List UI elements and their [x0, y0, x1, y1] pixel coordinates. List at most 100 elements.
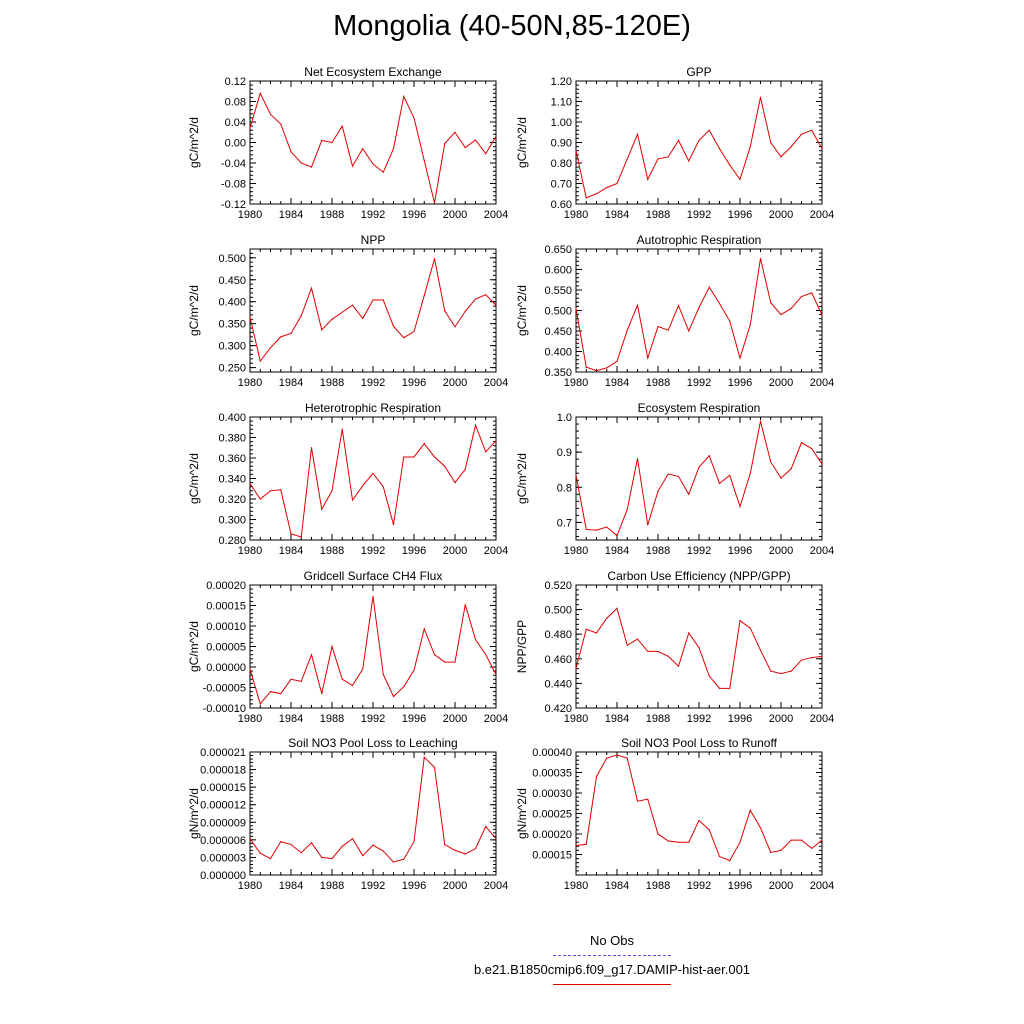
- panel-3-point: [464, 310, 466, 312]
- panel-10-series-line: [575, 754, 823, 862]
- panel-4-point: [626, 329, 628, 331]
- panel-1-point: [413, 117, 415, 119]
- panel-1-point: [474, 139, 477, 141]
- panel-6-xtick-label: 1980: [564, 545, 588, 557]
- panel-8-point: [811, 656, 813, 659]
- panel-1-xtick-label: 2000: [443, 209, 467, 221]
- panel-1-point: [259, 92, 261, 94]
- panel-3-point: [474, 298, 477, 300]
- panel-5-series-line: [249, 423, 497, 538]
- panel-2-point: [647, 178, 649, 180]
- panel-2-ytick-label: 0.80: [551, 158, 572, 170]
- panel-3-point: [392, 325, 395, 327]
- panel-6-point: [585, 528, 587, 531]
- panel-1-point: [495, 135, 497, 137]
- panel-1-ytick-label: 0.00: [225, 138, 246, 150]
- panel-5-frame: [249, 416, 497, 541]
- panel-10-xtick-label: 1984: [605, 880, 629, 892]
- panel-9-ylabel: gN/m^2/d: [187, 788, 201, 839]
- panel-7-ytick-label: -0.00005: [203, 683, 246, 695]
- panel-5-point: [331, 490, 333, 492]
- panel-5-point: [382, 486, 384, 488]
- panel-6-point: [770, 461, 772, 463]
- panel-1-ytick-label: 0.04: [225, 117, 246, 129]
- panel-1-point: [392, 148, 395, 150]
- panel-9-point: [382, 850, 384, 852]
- panel-8-xtick-label: 1980: [564, 713, 588, 725]
- panel-10-title: Soil NO3 Pool Loss to Runoff: [621, 736, 778, 750]
- panel-6-point: [657, 490, 659, 492]
- panel-3-point: [321, 329, 323, 331]
- panel-7-point: [362, 668, 364, 670]
- panel-2-ylabel: gC/m^2/d: [515, 117, 529, 168]
- panel-10-point: [657, 833, 659, 835]
- panel-6-point: [595, 529, 598, 531]
- panel-9-point: [474, 848, 477, 850]
- panel-1-point: [269, 113, 272, 115]
- panel-4-point: [821, 314, 823, 316]
- panel-6-point: [647, 524, 649, 526]
- panel-7-point: [341, 678, 343, 680]
- panel-10-ytick-label: 0.00020: [532, 829, 572, 841]
- panel-8-xtick-label: 1992: [687, 713, 711, 725]
- panel-10-point: [811, 847, 813, 849]
- panel-2-point: [688, 160, 690, 162]
- panel-4-xtick-label: 2004: [810, 377, 834, 389]
- panel-8-point: [595, 632, 598, 634]
- panel-8-ylabel: NPP/GPP: [515, 620, 529, 673]
- panel-4-point: [780, 314, 782, 316]
- panel-8-xtick-label: 2004: [810, 713, 834, 725]
- panel-8-point: [606, 617, 608, 619]
- panel-8-xtick-label: 1996: [728, 713, 752, 725]
- panel-9-xtick-label: 1988: [320, 880, 344, 892]
- panel-9-point: [321, 856, 323, 859]
- panel-2-ytick-label: 1.10: [551, 97, 572, 109]
- panel-8-point: [800, 659, 803, 661]
- panel-2-point: [749, 146, 751, 148]
- panel-2-point: [790, 146, 792, 148]
- panel-5-ytick-label: 0.300: [218, 515, 246, 527]
- panel-4-point: [585, 366, 587, 368]
- panel-10-xtick-label: 1988: [646, 880, 670, 892]
- panel-4-point: [790, 307, 792, 310]
- panel-4-point: [759, 257, 762, 260]
- panel-4-ylabel: gC/m^2/d: [515, 285, 529, 336]
- panel-8-point: [677, 665, 680, 667]
- panel-2-xtick-label: 1988: [646, 209, 670, 221]
- panel-9-xtick-label: 1984: [279, 880, 303, 892]
- panel-3-point: [413, 330, 415, 333]
- panel-5-point: [341, 428, 343, 430]
- panel-7-point: [413, 669, 415, 671]
- panel-5-xtick-label: 1992: [361, 545, 385, 557]
- panel-7-xtick-label: 2000: [443, 713, 467, 725]
- panel-1-point: [280, 123, 282, 125]
- panel-2-xtick-label: 1996: [728, 209, 752, 221]
- panel-3-ytick-label: 0.400: [218, 297, 246, 309]
- panel-8-ytick-label: 0.500: [544, 605, 572, 617]
- panel-5-point: [290, 533, 292, 535]
- panel-8-point: [749, 627, 751, 629]
- panel-4-point: [595, 370, 598, 372]
- panel-1-point: [310, 166, 313, 168]
- panel-4-ytick-label: 0.400: [544, 347, 572, 359]
- panel-10-point: [688, 841, 690, 843]
- panel-1-point: [362, 148, 364, 150]
- panel-10-ytick-label: 0.00015: [532, 850, 572, 862]
- panel-9-ytick-label: 0.000003: [200, 852, 246, 864]
- panel-5-ytick-label: 0.340: [218, 474, 246, 486]
- panel-10-ytick-label: 0.00025: [532, 809, 572, 821]
- panel-9-point: [454, 849, 456, 852]
- panel-1-ytick-label: 0.08: [225, 97, 246, 109]
- panel-6-xtick-label: 1984: [605, 545, 629, 557]
- panel-4-point: [606, 367, 608, 369]
- panel-3-point: [372, 299, 374, 301]
- panel-2-point: [759, 96, 762, 98]
- panel-8-point: [739, 620, 741, 622]
- panel-1-point: [485, 153, 487, 155]
- panel-3-xtick-label: 1980: [238, 377, 262, 389]
- panel-10-xtick-label: 1992: [687, 880, 711, 892]
- panel-7-point: [351, 684, 354, 687]
- panel-5-point: [464, 468, 466, 470]
- panel-10-point: [718, 855, 721, 858]
